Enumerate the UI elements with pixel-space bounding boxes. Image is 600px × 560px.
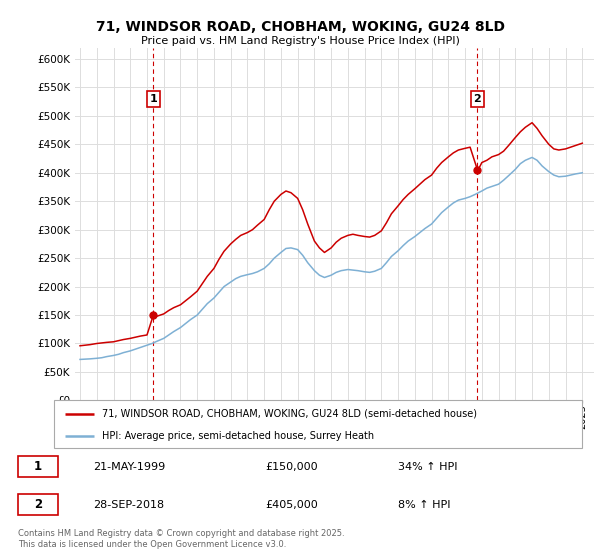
Text: 71, WINDSOR ROAD, CHOBHAM, WOKING, GU24 8LD (semi-detached house): 71, WINDSOR ROAD, CHOBHAM, WOKING, GU24 … [101, 409, 476, 419]
Text: 2: 2 [473, 94, 481, 104]
Text: 1: 1 [34, 460, 42, 473]
Text: HPI: Average price, semi-detached house, Surrey Heath: HPI: Average price, semi-detached house,… [101, 431, 374, 441]
Text: Contains HM Land Registry data © Crown copyright and database right 2025.
This d: Contains HM Land Registry data © Crown c… [18, 529, 344, 549]
Text: 21-MAY-1999: 21-MAY-1999 [92, 462, 165, 472]
Text: 28-SEP-2018: 28-SEP-2018 [92, 500, 164, 510]
Text: Price paid vs. HM Land Registry's House Price Index (HPI): Price paid vs. HM Land Registry's House … [140, 36, 460, 46]
Text: 71, WINDSOR ROAD, CHOBHAM, WOKING, GU24 8LD: 71, WINDSOR ROAD, CHOBHAM, WOKING, GU24 … [95, 20, 505, 34]
FancyBboxPatch shape [54, 400, 582, 448]
FancyBboxPatch shape [18, 456, 58, 478]
Text: £405,000: £405,000 [265, 500, 318, 510]
Text: 8% ↑ HPI: 8% ↑ HPI [398, 500, 451, 510]
Text: 1: 1 [149, 94, 157, 104]
Text: 2: 2 [34, 498, 42, 511]
Text: £150,000: £150,000 [265, 462, 318, 472]
Text: 34% ↑ HPI: 34% ↑ HPI [398, 462, 457, 472]
FancyBboxPatch shape [18, 494, 58, 515]
